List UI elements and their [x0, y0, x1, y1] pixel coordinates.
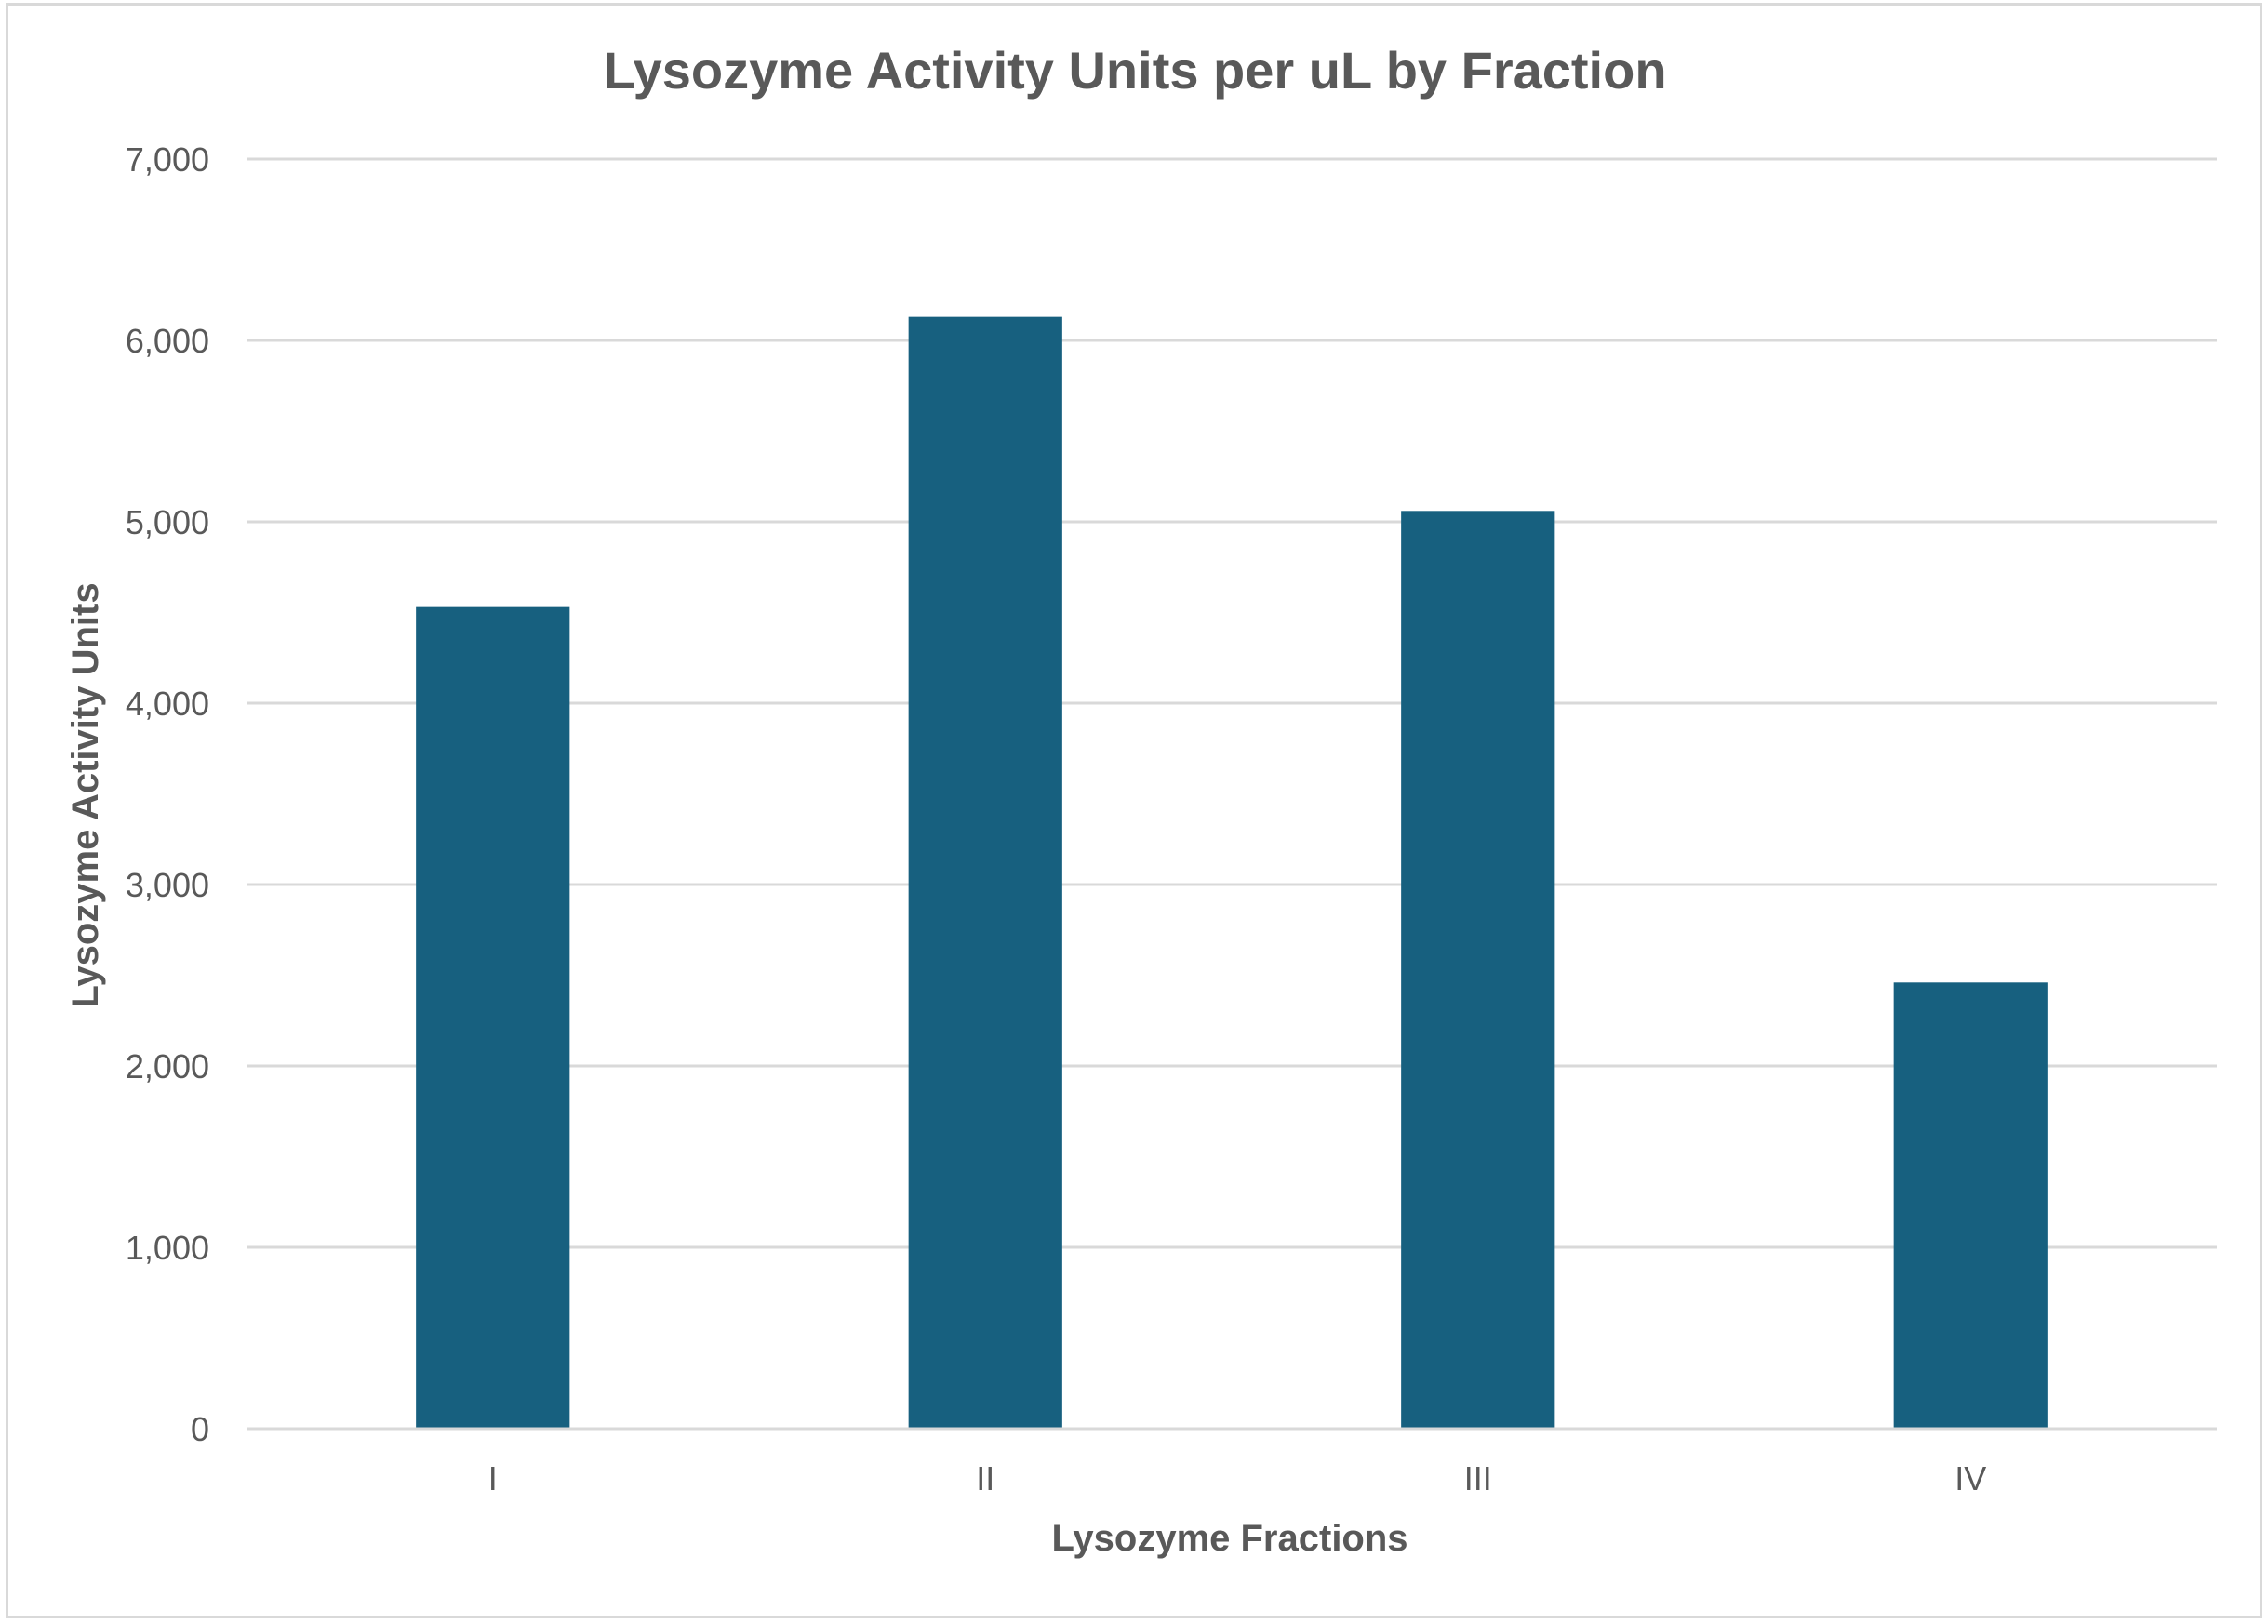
y-tick-label: 7,000	[126, 140, 209, 179]
bar-I	[416, 606, 570, 1429]
bar-III	[1401, 511, 1555, 1429]
y-tick-labels: 0 1,000 2,000 3,000 4,000 5,000 6,000 7,000	[126, 140, 209, 1448]
bar-IV	[1893, 982, 2048, 1429]
y-tick-label: 2,000	[126, 1047, 209, 1085]
y-tick-label: 6,000	[126, 322, 209, 360]
y-tick-label: 5,000	[126, 503, 209, 541]
gridlines	[247, 157, 2217, 1249]
y-axis-title: Lysozyme Activity Units	[65, 582, 106, 1007]
chart-title: Lysozyme Activity Units per uL by Fracti…	[603, 41, 1666, 100]
x-axis-title: Lysozyme Fractions	[1051, 1518, 1407, 1559]
chart-frame	[6, 3, 2262, 1618]
y-tick-label: 1,000	[126, 1229, 209, 1267]
x-tick-label: I	[488, 1459, 498, 1498]
x-tick-label: IV	[1954, 1459, 1986, 1498]
bars	[416, 316, 2048, 1429]
x-tick-labels: I II III IV	[488, 1459, 1987, 1498]
bar-II	[908, 316, 1062, 1429]
x-tick-label: III	[1464, 1459, 1492, 1498]
y-tick-label: 0	[191, 1410, 209, 1448]
x-tick-label: II	[976, 1459, 994, 1498]
y-tick-label: 4,000	[126, 685, 209, 723]
y-tick-label: 3,000	[126, 866, 209, 904]
